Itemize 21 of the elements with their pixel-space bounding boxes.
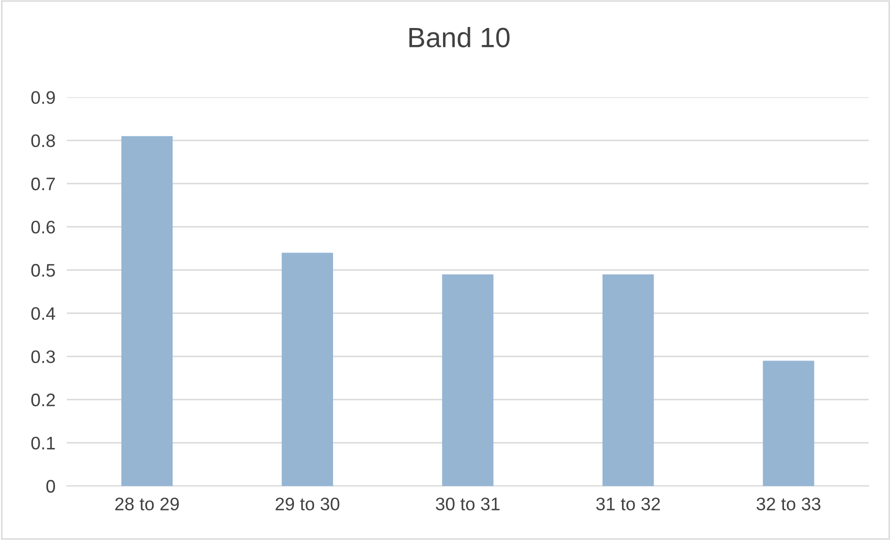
y-tick-label: 0	[46, 480, 56, 493]
y-tick-label: 0.9	[31, 91, 55, 104]
x-tick-label: 30 to 31	[436, 498, 500, 510]
bar	[602, 274, 654, 486]
x-tick-label: 31 to 32	[596, 498, 660, 510]
y-tick-label: 0.5	[31, 264, 55, 277]
bar	[762, 360, 814, 486]
y-tick-label: 0.4	[31, 307, 56, 320]
y-tick-label: 0.7	[31, 178, 55, 190]
y-tick-label: 0.8	[31, 134, 55, 148]
y-tick-label: 0.1	[31, 436, 55, 450]
x-tick-label: 29 to 30	[276, 498, 340, 510]
y-tick-label: 0.6	[31, 220, 55, 234]
bar	[121, 136, 173, 486]
chart-title: Band 10	[409, 27, 510, 48]
bar	[442, 274, 494, 486]
bar	[282, 252, 334, 486]
x-tick-label: 32 to 33	[756, 498, 820, 510]
x-tick-label: 28 to 29	[115, 498, 179, 510]
y-tick-label: 0.2	[31, 394, 55, 406]
y-tick-label: 0.3	[31, 350, 55, 364]
